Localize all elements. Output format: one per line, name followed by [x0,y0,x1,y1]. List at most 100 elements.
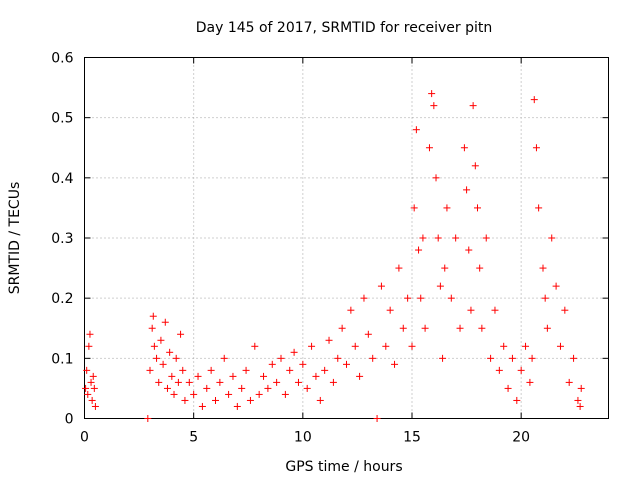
data-point [86,330,94,338]
data-point [565,378,573,386]
data-point [329,378,337,386]
y-tick-label: 0.3 [51,231,73,247]
data-point [360,294,368,302]
data-point [517,366,525,374]
data-point [476,264,484,272]
data-point [264,384,272,392]
data-point [425,144,433,152]
data-point [404,294,412,302]
data-point [356,372,364,380]
data-point [185,378,193,386]
chart-title: Day 145 of 2017, SRMTID for receiver pit… [196,20,493,36]
data-point [482,234,490,242]
data-point [172,354,180,362]
data-point [415,246,423,254]
data-point [456,324,464,332]
data-point [153,354,161,362]
data-point [561,306,569,314]
data-point [500,342,508,350]
data-point [144,415,152,422]
tick-marks [84,57,609,419]
data-point [91,402,99,410]
data-point [522,342,530,350]
y-tick-label: 0.2 [51,291,73,307]
data-point [460,144,468,152]
data-point [150,342,158,350]
data-point [334,354,342,362]
data-point [338,324,346,332]
data-point [395,264,403,272]
data-point [207,366,215,374]
data-point [474,204,481,212]
data-point [513,396,521,404]
data-point [179,366,187,374]
data-point [508,354,516,362]
data-point [369,354,377,362]
y-axis-label: SRMTID / TECUs [7,182,23,295]
data-point [83,366,91,374]
data-point [410,204,418,212]
data-point [321,366,329,374]
data-point [84,390,92,398]
data-point [541,294,549,302]
data-point [85,342,93,350]
data-point [159,360,167,368]
data-point [325,336,333,344]
data-point [351,342,359,350]
x-axis-label: GPS time / hours [285,459,402,475]
data-point [530,96,538,104]
y-tick-label: 0.6 [51,51,73,67]
data-point [574,396,582,404]
data-point [181,396,189,404]
data-point [434,234,442,242]
data-point [312,372,320,380]
data-point [535,204,543,212]
data-point [417,294,425,302]
data-point [504,384,512,392]
x-tick-label: 10 [294,430,312,446]
data-point [478,324,486,332]
data-point [89,372,97,380]
data-point [421,324,429,332]
data-point [386,306,394,314]
data-point [203,384,211,392]
data-point [408,342,416,350]
data-point [556,342,564,350]
data-point [198,402,206,410]
data-point [316,396,324,404]
data-point [90,384,98,392]
data-point [190,390,198,398]
data-point [255,390,263,398]
grid [84,57,609,419]
data-point [528,354,536,362]
data-point [491,306,499,314]
data-point [157,336,165,344]
data-point [552,282,560,290]
data-point [216,378,224,386]
y-tick-label: 0.5 [51,111,73,127]
x-tick-label: 20 [512,430,530,446]
data-point [149,312,157,320]
data-point [432,174,440,182]
data-point [87,378,95,386]
data-point [441,264,449,272]
data-point [88,396,96,404]
data-point [391,360,399,368]
data-point [347,306,355,314]
data-point [212,396,219,404]
data-point [163,384,171,392]
data-point [373,415,381,422]
x-tick-label: 5 [189,430,198,446]
data-point [447,294,455,302]
data-point [238,384,246,392]
data-point [281,390,289,398]
data-point [543,324,551,332]
data-point [299,360,307,368]
data-point [487,354,495,362]
data-point [174,378,182,386]
data-point [577,384,585,392]
data-point [155,378,163,386]
data-point [242,366,250,374]
data-point [194,372,202,380]
